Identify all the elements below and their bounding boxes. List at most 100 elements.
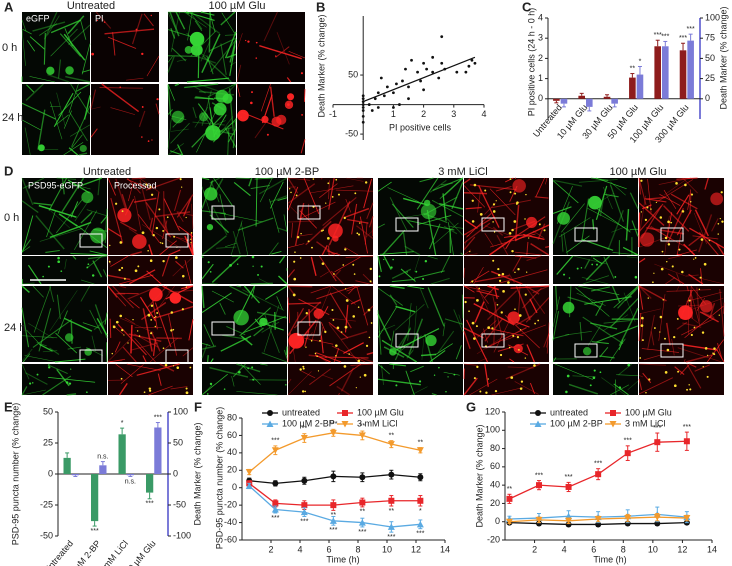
panel-label: F	[194, 399, 202, 414]
neurite	[556, 255, 574, 275]
neurite	[591, 286, 610, 292]
neurite	[22, 29, 32, 35]
significance: ***	[387, 534, 395, 541]
puncta	[255, 41, 258, 44]
neurite	[624, 287, 639, 302]
neurite	[211, 255, 242, 283]
puncta	[507, 281, 510, 284]
puncta	[469, 250, 471, 253]
neurite	[81, 177, 103, 186]
panel-label: E	[4, 399, 13, 414]
neurite	[685, 354, 713, 363]
puncta	[332, 319, 335, 321]
neurite	[301, 370, 316, 379]
neurite	[83, 95, 91, 120]
neurite	[68, 24, 91, 46]
neurite	[148, 244, 153, 256]
puncta	[111, 352, 113, 355]
puncta	[589, 384, 592, 387]
neurite	[427, 255, 438, 260]
neurite	[26, 330, 40, 344]
puncta	[357, 306, 360, 308]
puncta	[675, 182, 678, 185]
neurite	[200, 41, 211, 62]
puncta	[161, 242, 164, 245]
micrograph	[167, 11, 237, 83]
puncta	[190, 232, 193, 234]
marker	[329, 517, 337, 524]
neurite	[322, 197, 357, 226]
scatter-point	[410, 58, 413, 62]
neurite	[157, 373, 162, 386]
neurite	[638, 177, 647, 205]
neurite	[377, 378, 421, 386]
puncta	[664, 236, 668, 240]
scatter-point	[455, 70, 459, 74]
bar	[118, 434, 126, 474]
puncta	[229, 263, 232, 267]
neurite	[118, 383, 128, 396]
x-tick-label: 2	[532, 544, 537, 554]
neurite	[56, 177, 77, 180]
micrograph-bg	[639, 364, 724, 395]
cell-body	[205, 125, 221, 141]
puncta	[566, 374, 570, 378]
puncta	[390, 266, 393, 269]
neurite	[56, 92, 66, 126]
puncta	[499, 279, 502, 282]
neurite	[268, 242, 279, 256]
neurite	[170, 128, 189, 132]
x-tick-label: 10	[648, 544, 658, 554]
y-tick-label: 0	[232, 482, 237, 492]
y-tick-label: 3	[538, 33, 543, 43]
neurite	[114, 341, 121, 353]
neurite	[198, 83, 219, 92]
neurite	[46, 210, 56, 238]
scatter-point	[431, 70, 435, 74]
neurite	[437, 330, 455, 353]
neurite	[572, 375, 596, 377]
neurite	[463, 249, 472, 256]
marker	[388, 497, 395, 504]
error-bar	[120, 427, 125, 435]
puncta	[706, 354, 709, 357]
neurite	[213, 177, 233, 207]
neurite	[151, 191, 160, 236]
condition-label: 100 µM Glu	[208, 0, 265, 12]
neurite	[676, 209, 692, 236]
neurite	[287, 297, 291, 324]
error-bar	[73, 475, 78, 477]
neurite	[701, 311, 715, 319]
puncta	[320, 229, 323, 232]
channel-label: eGFP	[26, 13, 50, 23]
puncta	[445, 391, 447, 393]
neurite	[377, 363, 390, 375]
marker	[388, 471, 395, 478]
puncta	[473, 337, 476, 340]
significance: ***	[594, 461, 602, 468]
micrograph	[236, 11, 306, 83]
neurite	[254, 177, 274, 180]
neurite	[80, 20, 87, 40]
marker	[416, 520, 424, 528]
neurite	[609, 184, 625, 222]
puncta	[717, 222, 720, 225]
cell-body	[79, 144, 87, 153]
neurite	[431, 393, 437, 396]
puncta	[179, 178, 182, 181]
y-tick-label: 0	[705, 93, 710, 103]
puncta	[150, 318, 153, 321]
micrograph	[638, 177, 725, 256]
cell-body	[213, 102, 227, 116]
neurite	[638, 374, 644, 378]
puncta	[300, 72, 303, 75]
neurite	[287, 186, 299, 211]
puncta	[476, 299, 479, 302]
x-tick-label: 8	[355, 544, 360, 554]
y-tick-label: 100	[485, 425, 500, 435]
neurite	[318, 255, 337, 282]
neurite	[631, 220, 639, 237]
neurite	[263, 11, 278, 42]
neurite	[321, 244, 328, 256]
neurite	[66, 393, 77, 396]
